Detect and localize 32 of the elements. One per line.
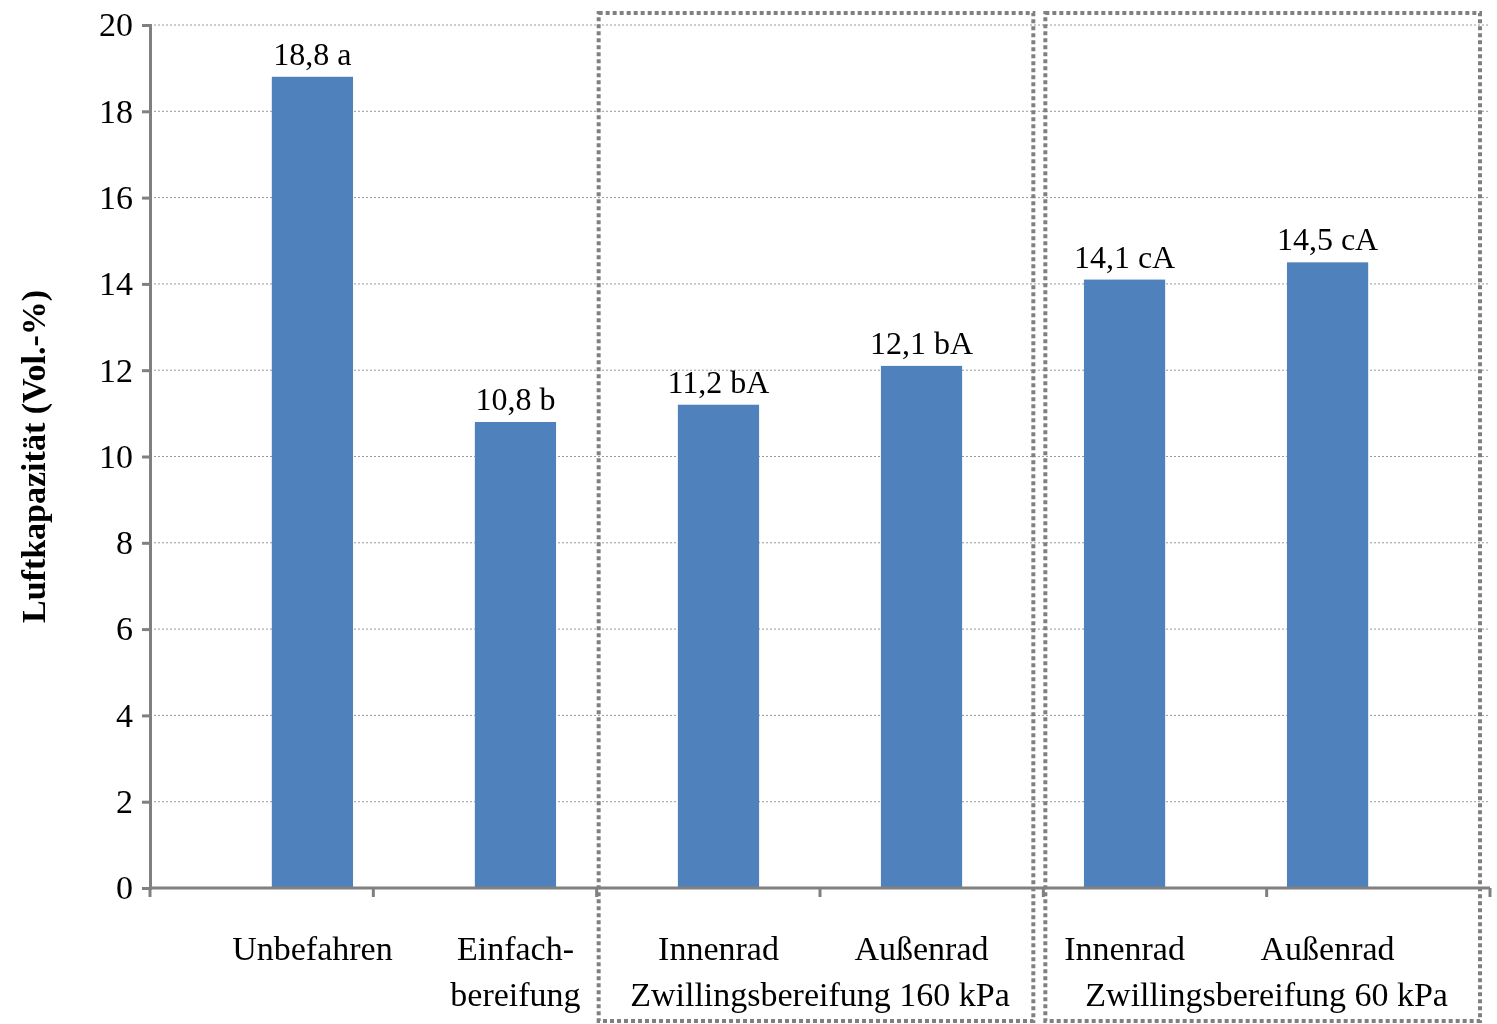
x-tick-label: Außenrad — [854, 930, 989, 967]
y-tick-label: 14 — [99, 265, 133, 303]
bar — [1286, 262, 1369, 888]
y-axis-title: Luftkapazität (Vol.-%) — [15, 289, 53, 624]
y-tick-label: 6 — [116, 610, 133, 648]
y-tick-label: 4 — [116, 696, 133, 734]
y-tick-label: 2 — [116, 783, 133, 821]
data-label: 11,2 bA — [667, 363, 770, 400]
x-tick-label: Innenrad — [1064, 930, 1185, 967]
x-tick-label: Außenrad — [1260, 930, 1395, 967]
data-label: 14,1 cA — [1073, 238, 1176, 275]
y-tick-label: 16 — [99, 178, 133, 216]
data-label: 12,1 bA — [869, 324, 974, 361]
y-tick-label: 18 — [99, 92, 133, 130]
y-tick-label: 20 — [99, 6, 133, 44]
y-tick-label: 0 — [116, 869, 133, 907]
y-tick-label: 8 — [116, 524, 133, 562]
x-tick-label: Innenrad — [658, 930, 779, 967]
bar — [474, 421, 557, 888]
text: Zwillingsbereifung 60 kPa — [1085, 976, 1448, 1013]
bar — [880, 365, 963, 888]
y-tick-label: 10 — [99, 437, 133, 475]
x-tick-label: Unbefahren — [232, 930, 393, 967]
y-tick-label: 12 — [99, 351, 133, 389]
text: Zwillingsbereifung 160 kPa — [630, 976, 1010, 1013]
bar — [677, 404, 760, 888]
data-label: 10,8 b — [475, 380, 556, 417]
bar — [1083, 279, 1166, 888]
bar — [271, 76, 354, 888]
data-label: 14,5 cA — [1276, 221, 1379, 258]
x-tick-label: Einfach-bereifung — [450, 930, 581, 1013]
data-label: 18,8 a — [273, 35, 352, 72]
